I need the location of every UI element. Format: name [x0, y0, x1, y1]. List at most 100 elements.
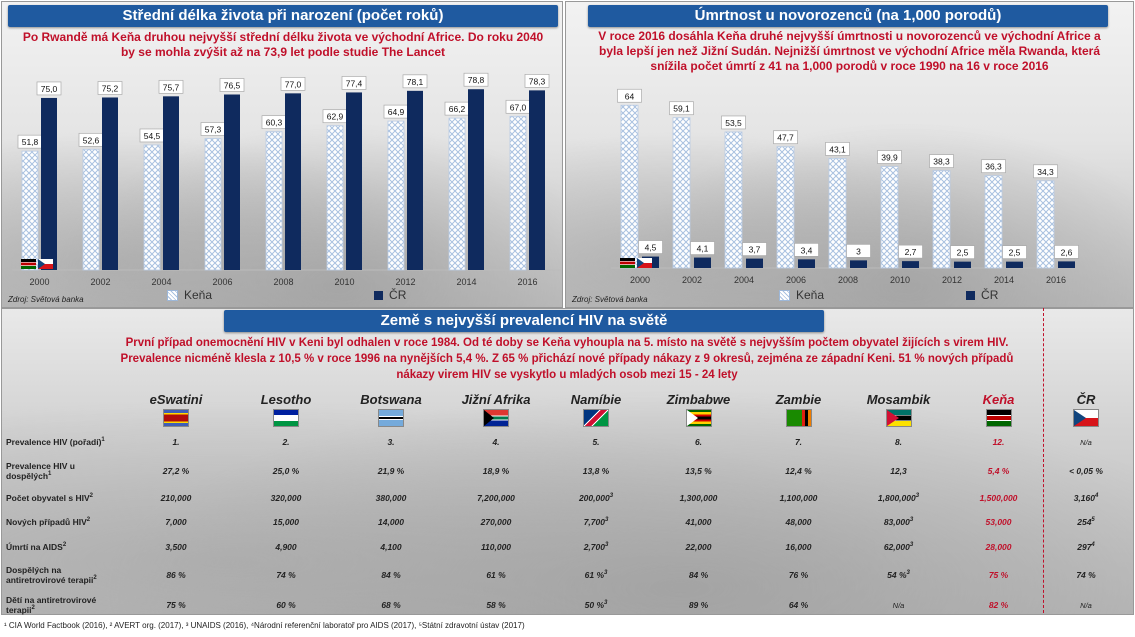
- data-label: 60,3: [266, 118, 283, 128]
- x-tick-label: 2000: [29, 277, 49, 287]
- footnote-marker: 3: [604, 600, 608, 607]
- botswana-flag-icon: [378, 409, 404, 427]
- data-label-box: [1033, 164, 1058, 179]
- data-label-box: [690, 241, 715, 255]
- table-cell: 2974: [1077, 542, 1095, 552]
- kenya-bar: [143, 144, 161, 271]
- x-tick-label: 2004: [151, 277, 171, 287]
- table-cell: 13,5 %: [685, 466, 712, 476]
- flag-cell: [846, 408, 951, 428]
- footnote-marker: 3: [604, 570, 608, 577]
- flag-cell: [951, 408, 1046, 428]
- country-name: Keňa: [982, 391, 1015, 407]
- flag-cell: [446, 408, 546, 428]
- country-name: Botswana: [360, 391, 422, 407]
- kenya-bar: [1036, 180, 1055, 269]
- data-label: 75,2: [102, 83, 119, 93]
- data-label: 34,3: [1037, 167, 1054, 177]
- table-cell: 6.: [694, 437, 703, 447]
- data-label: 57,3: [205, 125, 222, 135]
- data-label: 38,3: [933, 157, 950, 167]
- table-cell: 74 %: [1076, 570, 1096, 580]
- country-name: ČR: [1076, 391, 1096, 407]
- x-tick-label: 2002: [90, 277, 110, 287]
- data-label-box: [794, 243, 819, 257]
- kenya-bar: [776, 146, 795, 269]
- life-expectancy-chart: 51,8 75,0 2000 52,6 75,2 2002 54,5 75,7 2004 57,3…: [12, 72, 561, 287]
- legend-cz-label: ČR: [981, 288, 999, 302]
- infant-mortality-chart: 64 4,5 2000 59,1 4,1 2002 53,5 3,7 2004 47,7 3,4 20…: [611, 88, 1079, 285]
- hiv-title: Země s nejvyšší prevalencí HIV na světě: [224, 310, 824, 332]
- footnote-marker: 2: [89, 493, 93, 500]
- footnote-marker: 2: [31, 605, 35, 612]
- x-tick-label: 2008: [273, 277, 293, 287]
- data-label-box: [97, 81, 123, 95]
- table-cell: 320,000: [270, 493, 302, 503]
- table-cell: N/a: [892, 600, 905, 610]
- cz-bar: [1058, 261, 1075, 268]
- data-label-box: [1054, 245, 1079, 259]
- infant-mortality-subtitle-1: V roce 2016 dosáhla Keňa druhé nejvyšší …: [598, 29, 1101, 43]
- cz-bar: [285, 93, 301, 271]
- table-cell: 12.: [992, 437, 1005, 447]
- table-cell: 60 %: [276, 600, 296, 610]
- kenya-bar: [265, 131, 283, 271]
- data-label-box: [341, 76, 367, 90]
- table-cell: 75 %: [988, 570, 1009, 580]
- table-cell: 53,000: [985, 517, 1012, 527]
- data-label: 75,7: [163, 82, 180, 92]
- legend-cz-swatch: [966, 290, 976, 300]
- table-cell: 2.: [282, 437, 290, 447]
- table-cell: 84 %: [381, 570, 401, 580]
- table-cell: 18,9 %: [482, 466, 510, 476]
- cz-bar: [102, 97, 118, 270]
- life-expectancy-subtitle-1: Po Rwandě má Keňa druhou nejvyšší středn…: [22, 30, 544, 44]
- czech-flag-icon: [38, 259, 53, 264]
- data-label-box: [929, 154, 954, 168]
- x-tick-label: 2014: [456, 277, 476, 287]
- hiv-subtitle-3: nákazy virem HIV se vyskytlo u mladých o…: [396, 369, 738, 381]
- table-cell: 1,100,000: [779, 493, 818, 503]
- cz-bar: [407, 90, 423, 271]
- cz-bar: [529, 90, 545, 270]
- life-expectancy-legend: Keňa ČR: [167, 288, 406, 302]
- footnote-marker: 1: [48, 471, 52, 478]
- data-label: 3,7: [749, 245, 761, 255]
- data-label: 3: [856, 246, 861, 256]
- life-expectancy-subtitle-2: by se mohla zvýšit až na 73,9 let podle …: [120, 45, 446, 59]
- legend-kenya-swatch: [779, 289, 790, 301]
- table-row: Dospělých na antiretrovirové terapii2 86 …: [6, 560, 1126, 590]
- table-cell: 41,000: [685, 517, 712, 527]
- kenya-flag-icon: [21, 262, 36, 266]
- table-cell: 25,0 %: [272, 466, 300, 476]
- data-label: 3,4: [801, 245, 813, 255]
- footnote-marker: 3: [909, 542, 914, 549]
- country-name: Mosambik: [866, 391, 931, 407]
- table-cell: 12,3: [890, 466, 907, 476]
- table-cell: 27,2 %: [162, 466, 190, 476]
- data-label-box: [402, 74, 428, 89]
- data-label: 54,5: [144, 131, 161, 141]
- data-label: 64,9: [388, 107, 405, 117]
- hiv-subtitle-1: První případ onemocnění HIV v Keni byl o…: [125, 337, 1009, 349]
- data-label-box: [721, 115, 746, 130]
- flag-cell: [751, 408, 846, 428]
- x-tick-label: 2008: [838, 275, 858, 285]
- table-cell: 76 %: [788, 570, 809, 580]
- table-cell: 200,0003: [578, 493, 614, 503]
- data-label: 2,7: [905, 247, 917, 257]
- kenya-flag-icon: [620, 261, 635, 262]
- table-row: Prevalence HIV (pořadí)1 1. 2. 3. 4. 5. 6. 7. 8.…: [6, 428, 1126, 456]
- row-label: Dospělých na antiretrovirové terapii2: [6, 565, 97, 585]
- table-cell: 48,000: [785, 517, 812, 527]
- data-label-box: [669, 101, 694, 116]
- x-tick-label: 2016: [517, 277, 537, 287]
- footnote-marker: 3: [604, 517, 609, 524]
- table-cell: 3,1604: [1073, 493, 1099, 503]
- kenya-bar: [204, 138, 222, 271]
- czech-flag-icon: [38, 264, 53, 269]
- data-label: 78,8: [468, 75, 485, 85]
- data-label: 62,9: [327, 112, 344, 122]
- footnote-marker: 3: [906, 570, 910, 577]
- table-cell: 7.: [794, 437, 803, 447]
